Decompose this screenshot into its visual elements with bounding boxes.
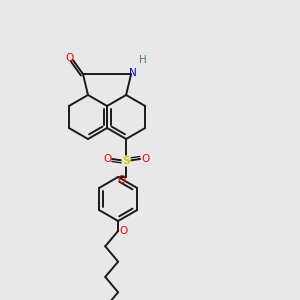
Text: O: O (103, 154, 111, 164)
Text: O: O (117, 175, 125, 185)
Text: O: O (65, 53, 73, 63)
Text: O: O (141, 154, 149, 164)
Text: S: S (122, 156, 130, 166)
Text: N: N (129, 68, 137, 78)
Text: O: O (119, 226, 127, 236)
Text: H: H (139, 55, 147, 65)
